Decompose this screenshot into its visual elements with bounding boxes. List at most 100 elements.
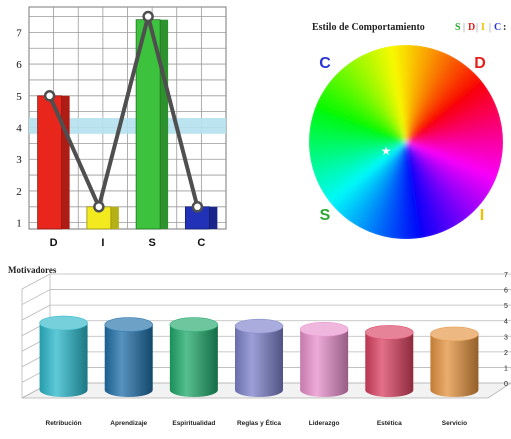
motivadores-bar-top xyxy=(234,318,284,334)
wheel-wedge xyxy=(375,45,406,142)
motivadores-bar xyxy=(104,324,153,397)
wheel-title: Estilo de Comportamiento xyxy=(312,22,425,33)
wheel-wedge xyxy=(406,142,461,230)
disc-y-tick-label: 5 xyxy=(16,91,22,103)
wheel-wedge xyxy=(318,142,406,197)
wheel-wedge xyxy=(404,142,412,239)
motivadores-bar-top xyxy=(430,326,479,342)
motivadores-y-tick-label: 2 xyxy=(504,350,508,357)
wheel-legend-entry: C xyxy=(494,22,501,33)
wheel-wedge xyxy=(406,116,503,142)
disc-y-tick-label: 2 xyxy=(16,186,22,198)
motivadores-bar xyxy=(300,329,349,397)
wheel-wedge xyxy=(309,142,406,158)
motivadores-bar-top xyxy=(39,315,88,331)
motivadores-x-tick-label: Servicio xyxy=(442,420,467,427)
wheel-wedge xyxy=(335,66,406,142)
wheel-wedge xyxy=(406,142,469,224)
wheel-wedge xyxy=(327,142,406,209)
wheel-wedge xyxy=(406,142,465,227)
wheel-wedge xyxy=(406,92,496,142)
wheel-wedge xyxy=(328,74,406,142)
wheel-wedge xyxy=(406,67,478,142)
wheel-wedge xyxy=(390,45,406,142)
motivadores-x-tick-label: Estética xyxy=(377,420,402,427)
wheel-legend-entry: D xyxy=(468,22,475,33)
motivadores-bar xyxy=(39,323,88,397)
wheel-wedge xyxy=(406,142,487,206)
motivadores-bar-chart: Motivadores 0 1 2 3 4 5 6 7 Retribución Aprendiz… xyxy=(8,265,511,427)
disc-y-tick-label: 1 xyxy=(16,218,22,230)
wheel-wedge xyxy=(406,142,498,189)
motivadores-x-tick-labels: Retribución Aprendizaje Espiritualidad Regl… xyxy=(46,418,468,427)
wheel-wedge xyxy=(347,57,406,142)
wheel-wedge xyxy=(322,82,406,142)
wheel-legend-separator: | xyxy=(476,22,478,33)
wheel-wedge xyxy=(406,131,503,142)
wheel-wedge xyxy=(350,142,406,229)
wheel-legend-entry: I xyxy=(481,22,485,33)
wheel-wedge xyxy=(406,142,456,232)
motivadores-y-tick-label: 3 xyxy=(504,334,508,341)
wheel-wedge xyxy=(355,142,406,232)
wheel-wedge xyxy=(406,101,500,142)
disc-points xyxy=(43,10,204,213)
wheel-wedge xyxy=(406,106,502,142)
wheel-wedge xyxy=(406,55,462,142)
wheel-label: D xyxy=(474,55,486,72)
wheel-wedge xyxy=(406,58,466,142)
wheel-wedge xyxy=(316,91,406,142)
motivadores-bar xyxy=(430,333,479,397)
motivadores-y-tick-label: 7 xyxy=(504,272,508,279)
wheel-wedge xyxy=(395,45,406,142)
motivadores-bar xyxy=(169,324,218,397)
wheel-wedge xyxy=(406,79,488,142)
disc-x-tick-label: C xyxy=(197,237,205,249)
wheel-wedge xyxy=(309,142,406,153)
motivadores-y-tick-label: 1 xyxy=(504,365,508,372)
motivadores-bar-top xyxy=(364,325,414,340)
wheel-wedge xyxy=(406,96,498,142)
motivadores-x-tick-label: Liderazgo xyxy=(309,420,340,427)
wheel-wedge xyxy=(406,71,482,142)
wheel-wedge xyxy=(406,142,432,239)
wheel-wedge xyxy=(343,60,406,142)
wheel-wedge xyxy=(406,142,490,202)
motivadores-grid-depth xyxy=(21,304,51,321)
motivadores-x-tick-label: Espiritualidad xyxy=(172,420,215,427)
position-marker: ★ xyxy=(381,144,392,158)
wheel-wedge xyxy=(324,142,406,205)
wheel-wedge xyxy=(406,142,452,234)
disc-bar-chart: 1 2 3 4 5 6 7 D I S C xyxy=(16,6,227,249)
wheel-wedge xyxy=(309,140,406,148)
wheel-wedge xyxy=(406,142,473,221)
wheel-wedge xyxy=(406,50,453,142)
wheel-legend-separator: | xyxy=(489,22,491,33)
wheel-wedge xyxy=(309,142,406,168)
disc-y-tick-labels: 1 2 3 4 5 6 7 xyxy=(16,27,22,229)
disc-point xyxy=(191,201,204,213)
wheel-wedge xyxy=(309,142,406,173)
disc-x-tick-label: S xyxy=(148,237,155,249)
wheel-wedge xyxy=(314,142,406,188)
wheel-wedge xyxy=(406,142,422,239)
wheel-wedge xyxy=(406,87,494,142)
disc-y-tick-label: 4 xyxy=(16,123,22,135)
wheel-wedge xyxy=(309,142,406,163)
disc-bars xyxy=(37,19,218,230)
wheel-wedge xyxy=(342,142,406,223)
motivadores-x-tick-label: Retribución xyxy=(46,420,82,427)
wheel-wedge xyxy=(406,142,493,198)
wheel-wedge xyxy=(356,52,406,142)
wheel-label: C xyxy=(319,55,331,72)
color-wheel xyxy=(309,45,503,239)
wheel-legend-entry: S xyxy=(455,22,461,33)
wheel-wedge xyxy=(310,142,406,178)
wheel-label: I xyxy=(480,207,484,224)
wheel-wedge xyxy=(406,64,474,142)
motivadores-y-tick-labels: 0 1 2 3 4 5 6 7 xyxy=(504,272,508,388)
wheel-wedge xyxy=(406,52,457,142)
wheel-wedge xyxy=(406,142,496,193)
wheel-labels: C D S I xyxy=(319,55,486,224)
wheel-wedge xyxy=(385,45,406,142)
